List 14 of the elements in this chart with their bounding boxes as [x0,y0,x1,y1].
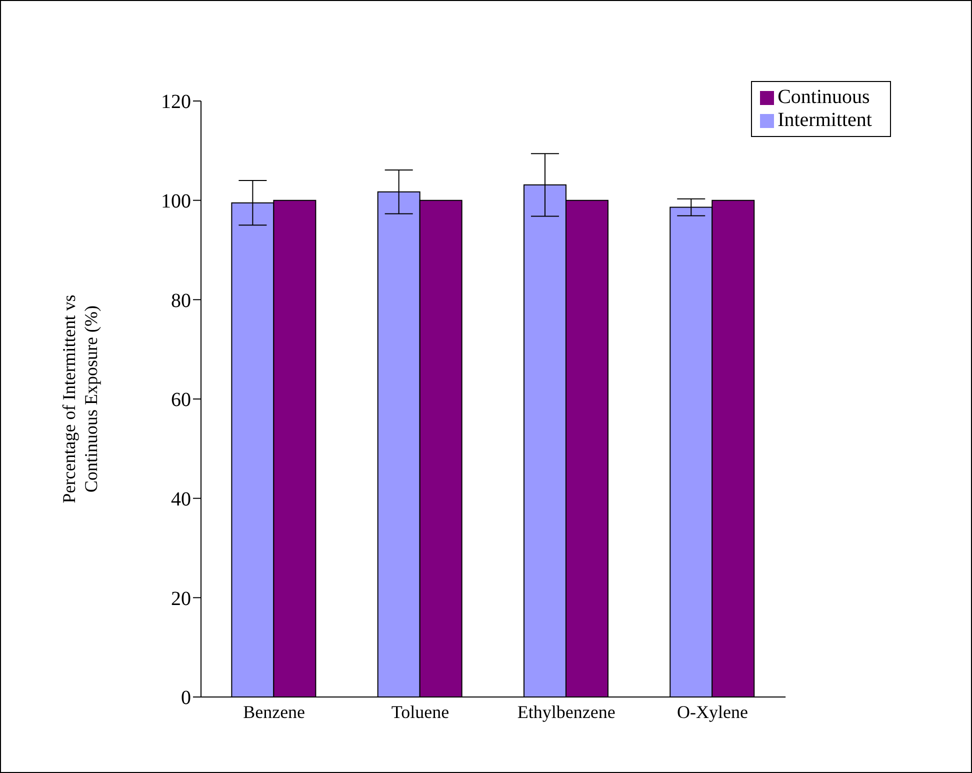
x-tick-label: Ethylbenzene [517,702,616,722]
y-tick-label: 20 [171,588,191,610]
x-tick-label: Benzene [243,702,306,722]
y-axis-title: Percentage of Intermittent vs Continuous Exposure (%) [59,294,101,504]
y-tick-label: 120 [161,91,191,114]
x-tick-label: Toluene [391,702,450,722]
y-tick-label: 80 [171,290,191,312]
y-tick-label: 100 [161,190,191,212]
y-tick-label: 40 [171,488,191,510]
y-tick-label: 0 [181,687,191,710]
x-tick-label: O-Xylene [677,702,748,722]
legend-label: Continuous [778,86,870,108]
y-tick-label: 60 [171,389,191,412]
legend-label: Intermittent [778,109,872,131]
